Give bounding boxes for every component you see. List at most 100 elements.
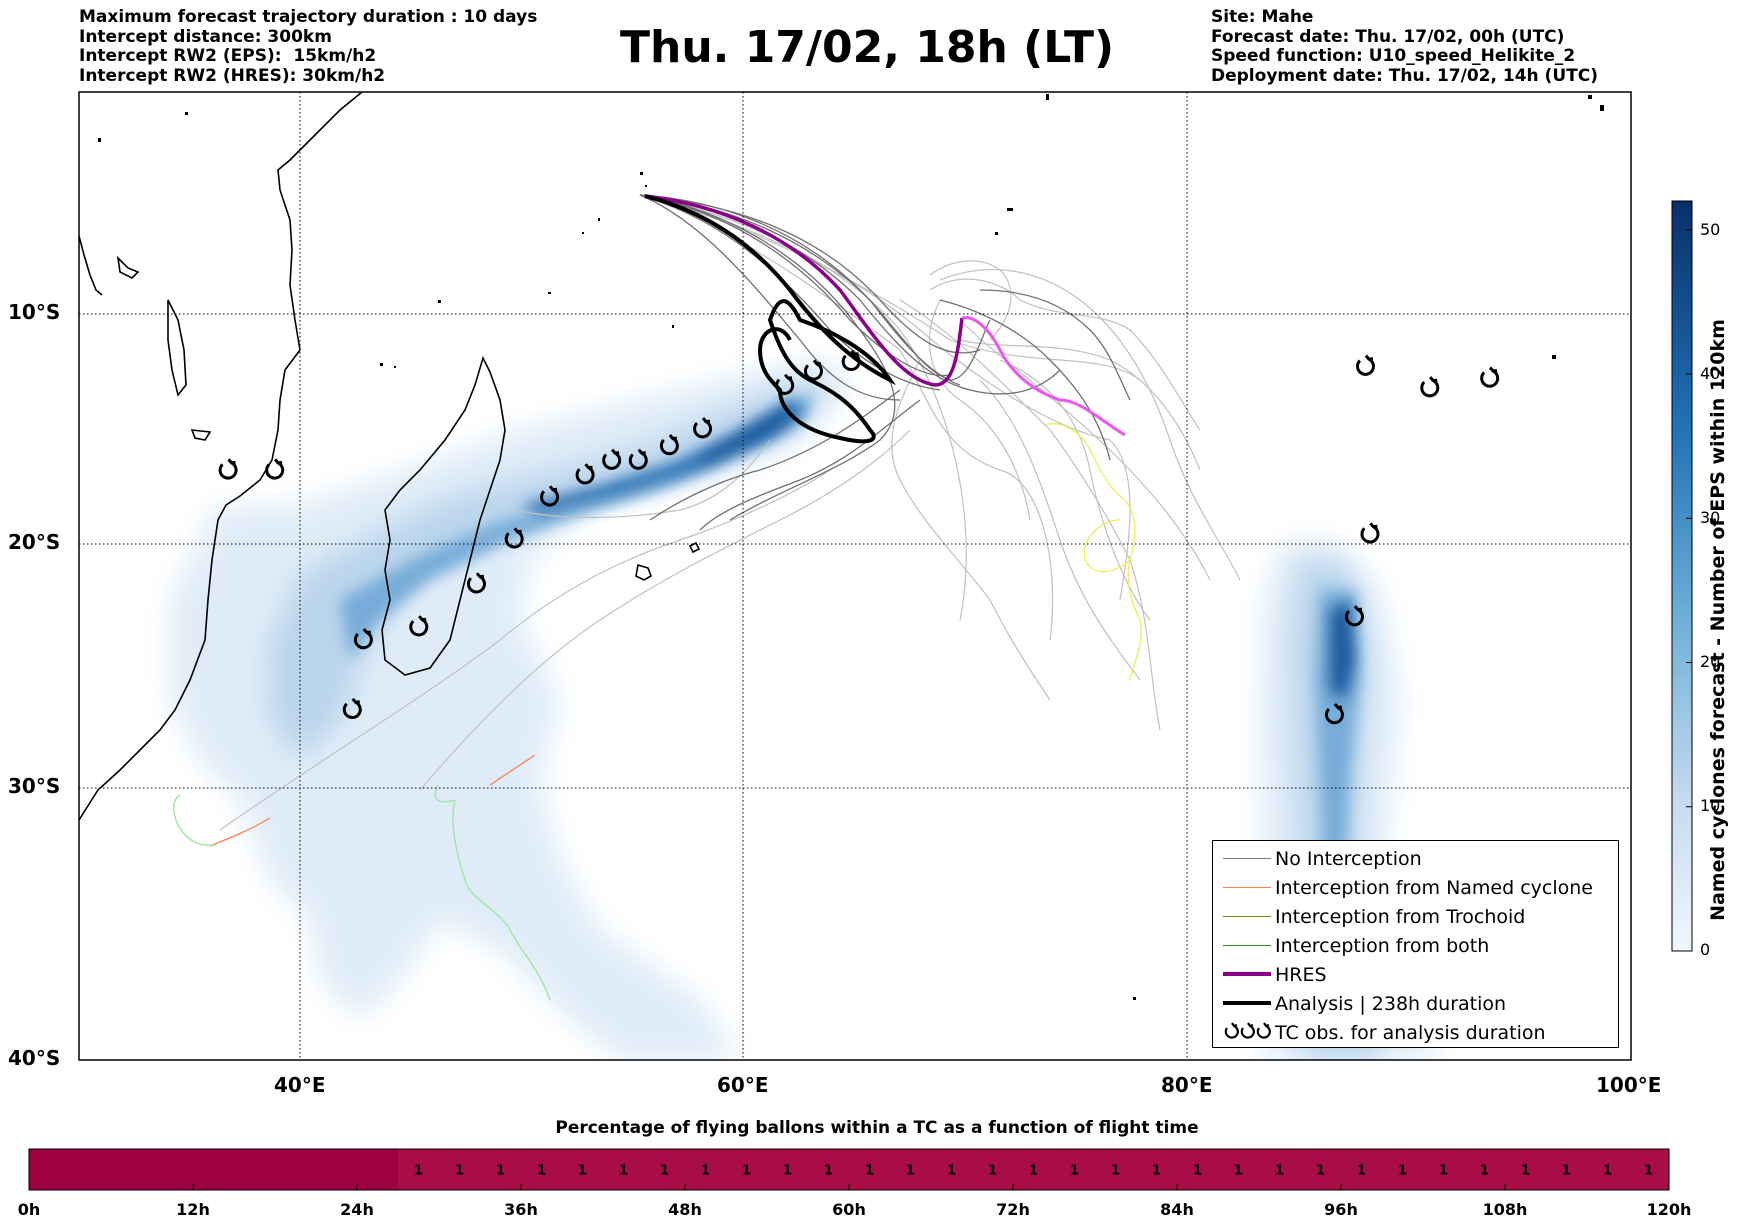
legend-label: Interception from Trochoid [1275,906,1526,928]
trajectory-no-interception [639,194,951,377]
density-region [170,362,850,1060]
tc-obs-marker [1355,354,1375,376]
header-left-line: Intercept distance: 300km [79,26,332,47]
flight-time-cell [1013,1149,1055,1190]
colorbar-tick-label: 30 [1700,508,1721,527]
colorbar-tick-label: 40 [1700,364,1721,383]
trajectory-no-interception [219,469,831,831]
tc-obs-marker [659,434,679,456]
legend-swatch [1223,858,1271,859]
trajectory-interception-both [173,794,216,846]
flight-time-cell [1341,1149,1383,1190]
flight-time-cell-value: 1 [619,1164,628,1179]
lake [190,429,212,441]
density-region [700,405,795,465]
tc-obs-marker [504,527,524,549]
trajectory-interception-both [452,799,551,1001]
trajectory-trochoid [1083,519,1131,573]
flight-time-label: 72h [996,1200,1030,1219]
trajectory-no-interception [929,260,1012,341]
hres-trajectory [644,194,964,387]
flight-time-label: 0h [17,1200,41,1219]
flight-time-label: 120h [1646,1200,1692,1219]
legend-entry: HRES [1213,961,1618,989]
tc-obs-marker [602,448,622,470]
tc-obs-marker [353,628,373,650]
flight-time-cell [726,1149,768,1190]
tc-observations [218,349,1500,725]
legend-label: Analysis | 238h duration [1275,993,1507,1015]
legend-swatch [1223,972,1271,976]
flight-time-cell [193,1149,235,1190]
lon-label: 100°E [1596,1073,1662,1097]
flight-time-cell [1054,1149,1096,1190]
flight-time-cell-value: 1 [414,1164,423,1179]
tc-obs-marker [342,697,362,719]
header-left-line: Intercept RW2 (EPS): 15km/h2 [79,46,377,66]
colorbar-tick-label: 20 [1700,652,1721,671]
tc-obs-marker [803,359,823,381]
flight-time-cell [1136,1149,1178,1190]
map-frame [78,91,1632,1061]
flight-time-cell [1259,1149,1301,1190]
colorbar-gradient [1671,200,1693,952]
flight-time-label: 24h [340,1200,374,1219]
hres-trajectory-late [961,316,1126,437]
trajectory-interception-named-cyclone [209,817,271,847]
flight-time-label: 108h [1482,1200,1528,1219]
tc-obs-marker [575,463,595,485]
colorbar-ticks [1686,229,1692,952]
flight-time-cell-value: 1 [701,1164,710,1179]
flight-time-cell [767,1149,809,1190]
flight-time-label: 96h [1324,1200,1358,1219]
tc-obs-marker [1360,522,1380,544]
tc-obs-marker [540,485,560,507]
flight-time-cell-value: 1 [537,1164,546,1179]
flight-time-cell [480,1149,522,1190]
colorbar-tick-label: 50 [1700,220,1721,239]
flight-time-cell [29,1149,71,1190]
flight-time-cell-value: 1 [1152,1164,1161,1179]
flight-time-cell [1095,1149,1137,1190]
flight-time-cell [1464,1149,1506,1190]
flight-time-cell [439,1149,481,1190]
madagascar [381,355,506,676]
flight-time-cell [111,1149,153,1190]
header-left-line: Intercept RW2 (HRES): 30km/h2 [79,65,386,86]
tc-obs-marker [466,572,486,594]
header-left: Maximum forecast trajectory duration : 1… [79,7,537,86]
trajectory-no-interception [939,299,1111,461]
flight-time-label: 48h [668,1200,702,1219]
reunion [688,541,701,554]
flight-time-cell [1628,1149,1670,1190]
flight-time-label: 12h [176,1200,210,1219]
legend-entry: Analysis | 238h duration [1213,990,1618,1018]
flight-time-cell [931,1149,973,1190]
trajectory-no-interception [979,379,1141,681]
header-right-line: Deployment date: Thu. 17/02, 14h (UTC) [1211,65,1598,86]
trajectory-no-interception [639,194,941,391]
legend-label: TC obs. for analysis duration [1275,1022,1546,1044]
lon-label: 80°E [1161,1073,1213,1097]
flight-time-cell-value: 1 [742,1164,751,1179]
flight-time-cell [275,1149,317,1190]
legend-entry: Interception from both [1213,932,1618,960]
trajectory-no-interception [639,194,991,381]
legend-entry: Interception from Trochoid [1213,903,1618,931]
flight-time-cell [644,1149,686,1190]
trajectory-no-interception [939,269,1241,581]
legend-swatch [1223,945,1271,946]
trajectory-no-interception [419,429,911,791]
trajectory-no-interception [699,399,921,531]
tc-obs-marker [693,417,713,439]
africa-coast [79,92,363,821]
flight-time-cell-value: 1 [1316,1164,1325,1179]
trajectory-no-interception [639,194,901,401]
flight-time-cell [972,1149,1014,1190]
legend-entry: TC obs. for analysis duration [1213,1019,1618,1047]
flight-time-cell [685,1149,727,1190]
trajectory-no-interception [959,339,1201,471]
lon-label: 40°E [274,1073,326,1097]
lat-label: 30°S [8,774,61,798]
flight-time-cell-value: 1 [865,1164,874,1179]
